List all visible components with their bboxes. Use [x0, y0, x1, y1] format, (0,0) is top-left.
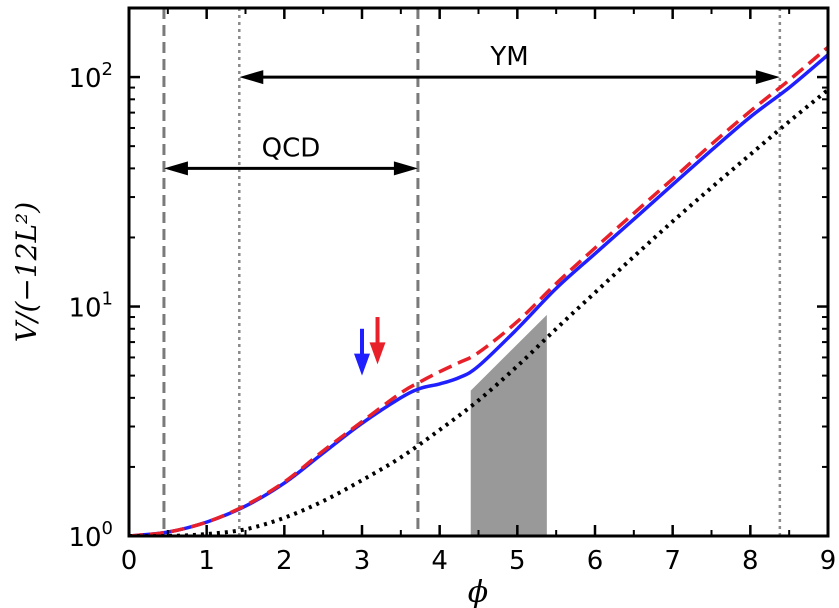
x-tick-label: 6: [587, 546, 604, 576]
y-tick-label: 100: [68, 518, 113, 553]
y-axis-label: V/(−12L²): [10, 202, 43, 342]
x-tick-label: 9: [820, 546, 837, 576]
y-tick-label: 102: [68, 59, 113, 94]
ym-label: YM: [489, 42, 528, 72]
qcd-label: QCD: [262, 133, 321, 163]
dashed-curve: [129, 45, 828, 536]
x-tick-label: 1: [198, 546, 215, 576]
marker-arrow-head: [354, 353, 370, 376]
ym-range-arrow-left: [239, 70, 264, 85]
shaded-region: [470, 314, 547, 536]
dotted-curve: [129, 88, 828, 536]
y-tick-label: 101: [68, 289, 113, 324]
x-axis-label: ϕ: [468, 575, 488, 608]
x-tick-label: 3: [354, 546, 371, 576]
x-tick-label: 7: [664, 546, 681, 576]
series-layer: [129, 45, 828, 536]
qcd-range-arrow-left: [163, 161, 188, 176]
qcd-range-arrow-right: [393, 161, 418, 176]
axes-layer: 0 1 2 3 4 5 6 7 8 9 100 101 102: [68, 7, 837, 576]
x-tick-label: 0: [121, 546, 138, 576]
x-tick-label: 5: [509, 546, 526, 576]
markers-layer: [354, 317, 386, 376]
ym-range-arrow-right: [755, 70, 780, 85]
annotations-layer: QCD YM: [163, 42, 780, 176]
x-tick-label: 2: [276, 546, 293, 576]
reference-lines-layer: [162, 8, 782, 536]
x-tick-label: 4: [431, 546, 448, 576]
x-tick-label: 8: [742, 546, 759, 576]
shaded-region-layer: [470, 314, 547, 536]
marker-arrow-head: [369, 342, 386, 365]
